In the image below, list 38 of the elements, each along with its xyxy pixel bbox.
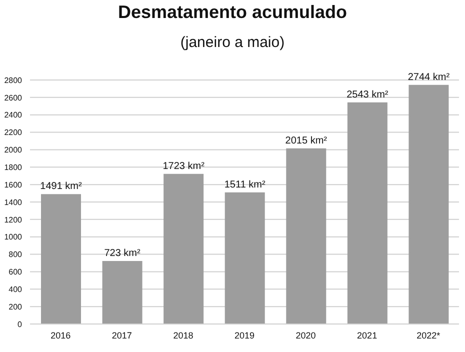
data-label: 1723 km² xyxy=(162,160,206,172)
y-tick-label: 2400 xyxy=(4,110,23,120)
data-label: 1491 km² xyxy=(40,181,83,192)
y-tick-label: 1400 xyxy=(4,198,23,207)
y-tick-label: 400 xyxy=(8,284,23,294)
x-tick-label: 2019 xyxy=(234,330,255,340)
y-tick-label: 800 xyxy=(8,250,23,260)
data-label: 2543 km² xyxy=(346,89,389,100)
bar xyxy=(164,174,204,324)
data-label: 723 km² xyxy=(104,248,142,259)
x-tick-label: 2016 xyxy=(50,330,71,340)
y-tick-label: 2200 xyxy=(4,128,23,138)
bar xyxy=(408,84,449,324)
y-tick-label: 2000 xyxy=(4,146,23,155)
y-tick-label: 1200 xyxy=(4,215,23,224)
x-tick-label: 2022* xyxy=(416,330,441,340)
data-label: 2015 km² xyxy=(285,135,328,146)
y-tick-label: 1600 xyxy=(4,180,23,190)
y-tick-label: 1000 xyxy=(4,232,23,242)
bar xyxy=(102,260,142,324)
chart-title: Desmatamento acumulado xyxy=(116,2,348,23)
y-tick-label: 1800 xyxy=(4,162,23,172)
x-tick-label: 2020 xyxy=(296,330,316,340)
bar xyxy=(224,192,265,324)
y-tick-label: 0 xyxy=(18,320,23,329)
y-tick-label: 2600 xyxy=(4,93,23,102)
bar xyxy=(286,148,326,324)
chart-subtitle: (janeiro a maio) xyxy=(179,34,286,51)
y-tick-label: 2800 xyxy=(4,76,23,85)
x-tick-label: 2018 xyxy=(173,330,194,340)
bar xyxy=(41,194,81,324)
y-tick-label: 600 xyxy=(8,268,23,277)
y-tick-label: 200 xyxy=(8,302,23,312)
data-label: 2744 km² xyxy=(408,72,450,83)
x-tick-label: 2017 xyxy=(112,330,132,340)
bar xyxy=(347,102,388,324)
data-label: 1511 km² xyxy=(224,179,266,190)
x-tick-label: 2021 xyxy=(357,330,378,340)
